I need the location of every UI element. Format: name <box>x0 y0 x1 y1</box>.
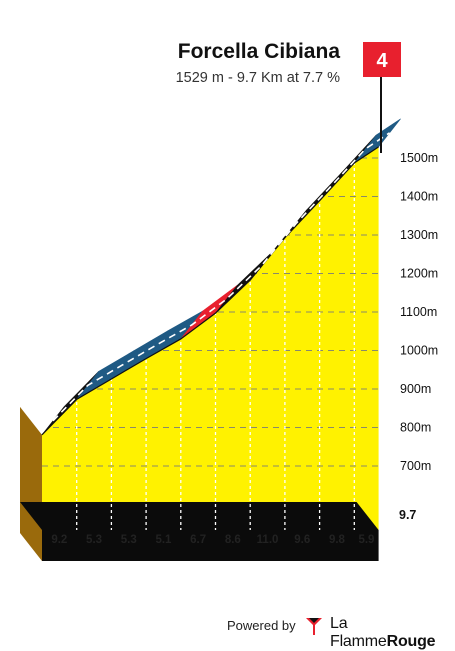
brand-name: La FlammeRouge <box>330 615 455 651</box>
gradient-label: 9.8 <box>329 534 346 546</box>
y-tick-label: 800m <box>400 421 431 435</box>
profile-face <box>42 146 379 530</box>
footer: Powered by La FlammeRouge <box>0 612 455 650</box>
y-tick-label: 1300m <box>400 228 438 242</box>
baseline-band <box>42 530 379 561</box>
km-marker: 2 <box>105 562 112 576</box>
gradient-label: 8.6 <box>225 534 241 546</box>
gradient-label: 9.6 <box>294 534 310 546</box>
category-label: 4 <box>376 50 388 72</box>
km-marker: 7 <box>278 562 285 576</box>
climb-subtitle: 1529 m - 9.7 Km at 7.7 % <box>176 70 341 86</box>
y-tick-label: 1200m <box>400 267 438 281</box>
road-centerline <box>52 132 391 422</box>
y-tick-label: 1000m <box>400 344 438 358</box>
profile-edge <box>41 146 379 436</box>
gradient-label: 9.2 <box>51 534 67 546</box>
gradient-label: 5.1 <box>155 534 172 546</box>
y-tick-label: 1400m <box>400 190 438 204</box>
profile-side <box>20 406 42 561</box>
gradient-label: 11.0 <box>257 534 279 546</box>
y-tick-label: 1500m <box>400 151 438 165</box>
km-marker: 8 <box>313 562 320 576</box>
gradient-label: 5.3 <box>86 534 102 546</box>
y-tick-label: 900m <box>400 382 431 396</box>
km-marker: 4 <box>174 562 181 576</box>
flame-logo-icon <box>306 618 322 635</box>
y-tick-label: 1100m <box>400 305 437 319</box>
total-distance-label: 9.7 <box>399 508 416 522</box>
category-flag: 4 <box>363 42 401 153</box>
y-tick-label: 700m <box>400 459 431 473</box>
powered-by-text: Powered by <box>227 618 296 633</box>
km-marker: 9 <box>348 562 355 576</box>
gradient-label: 5.3 <box>121 534 137 546</box>
profile-chart: 1500m 1400m 1300m 1200m 1100m 1000m 900m 800m 70… <box>20 40 439 576</box>
km-marker: 1 <box>70 562 77 576</box>
km-marker: 3 <box>140 562 147 576</box>
climb-title: Forcella Cibiana <box>178 40 341 63</box>
gradient-label: 5.9 <box>358 534 374 546</box>
gradient-label: 6.7 <box>190 534 206 546</box>
brand-regular: La Flamme <box>330 615 387 650</box>
km-marker: 5 <box>209 562 216 576</box>
brand-bold: Rouge <box>386 633 436 650</box>
baseline-top <box>20 502 379 530</box>
km-marker: 6 <box>244 562 251 576</box>
category-badge <box>363 42 401 77</box>
